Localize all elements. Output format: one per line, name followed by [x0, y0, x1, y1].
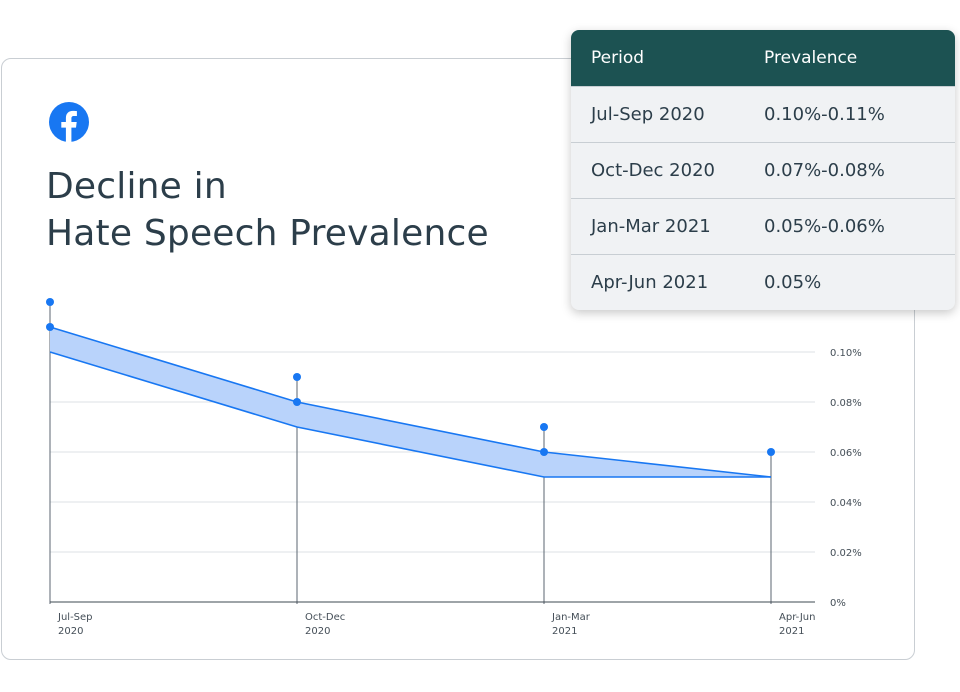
y-tick-label: 0.08% [830, 398, 862, 409]
header-period: Period [591, 48, 645, 68]
prevalence-band-area [50, 327, 771, 477]
x-tick-label: Jan-Mar [551, 612, 591, 623]
y-tick-label: 0.06% [830, 448, 862, 459]
y-tick-label: 0.04% [830, 498, 862, 509]
x-tick-label: 2020 [58, 626, 83, 637]
x-tick-label: 2021 [552, 626, 577, 637]
cell-prevalence: 0.05% [764, 272, 822, 293]
x-tick-label: Apr-Jun [779, 612, 815, 623]
table-row: Apr-Jun 2021 0.05% [571, 254, 955, 310]
prevalence-table: Period Prevalence Jul-Sep 2020 0.10%-0.1… [571, 30, 955, 310]
x-tick-label: 2021 [779, 626, 804, 637]
lower-bound-line [49, 351, 771, 478]
cell-prevalence: 0.05%-0.06% [764, 216, 885, 237]
facebook-logo-icon [49, 102, 89, 142]
header-prevalence: Prevalence [764, 48, 858, 68]
upper-bound-line [49, 326, 772, 478]
upper-point [46, 323, 54, 331]
cell-period: Apr-Jun 2021 [591, 272, 709, 293]
marker-point [540, 423, 548, 431]
y-tick-label: 0% [830, 598, 846, 609]
chart-title-line-1: Decline in [46, 166, 227, 207]
x-tick-label: 2020 [305, 626, 330, 637]
x-tick-label: Jul-Sep [57, 612, 93, 623]
marker-point [767, 448, 775, 456]
chart-title-line-2: Hate Speech Prevalence [46, 213, 489, 254]
upper-point [293, 398, 301, 406]
marker-point [293, 373, 301, 381]
table-row: Jan-Mar 2021 0.05%-0.06% [571, 198, 955, 254]
chart-title: Decline in Hate Speech Prevalence [46, 163, 489, 257]
cell-period: Jan-Mar 2021 [591, 216, 711, 237]
cell-prevalence: 0.07%-0.08% [764, 160, 885, 181]
upper-point [540, 448, 548, 456]
table-row: Oct-Dec 2020 0.07%-0.08% [571, 142, 955, 198]
marker-point [46, 298, 54, 306]
y-tick-label: 0.02% [830, 548, 862, 559]
table-row: Jul-Sep 2020 0.10%-0.11% [571, 86, 955, 142]
y-tick-label: 0.10% [830, 348, 862, 359]
x-tick-label: Oct-Dec [305, 612, 345, 623]
cell-period: Oct-Dec 2020 [591, 160, 715, 181]
table-header: Period Prevalence [571, 30, 955, 86]
cell-prevalence: 0.10%-0.11% [764, 104, 885, 125]
cell-period: Jul-Sep 2020 [591, 104, 705, 125]
